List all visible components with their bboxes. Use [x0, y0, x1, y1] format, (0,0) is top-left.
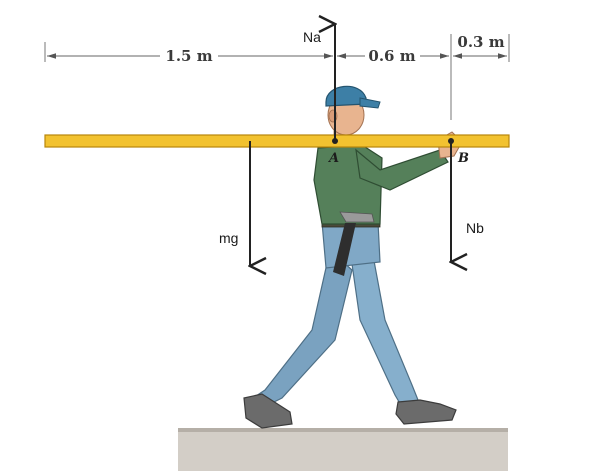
- point-a-label: A: [327, 151, 339, 166]
- force-mg-label: mg: [219, 230, 238, 246]
- dimension-label-1-5m: 1.5 m: [165, 47, 212, 65]
- worker-figure: [243, 85, 463, 429]
- dimension-label-0-3m: 0.3 m: [457, 33, 504, 51]
- dimension-label-0-6m: 0.6 m: [368, 47, 415, 65]
- beam: [44, 134, 510, 148]
- force-nb-label: Nb: [466, 220, 484, 236]
- ground: [178, 428, 508, 471]
- dimension-line: [44, 34, 510, 120]
- point-b-label: B: [457, 151, 469, 166]
- force-na-label: Na: [303, 29, 321, 45]
